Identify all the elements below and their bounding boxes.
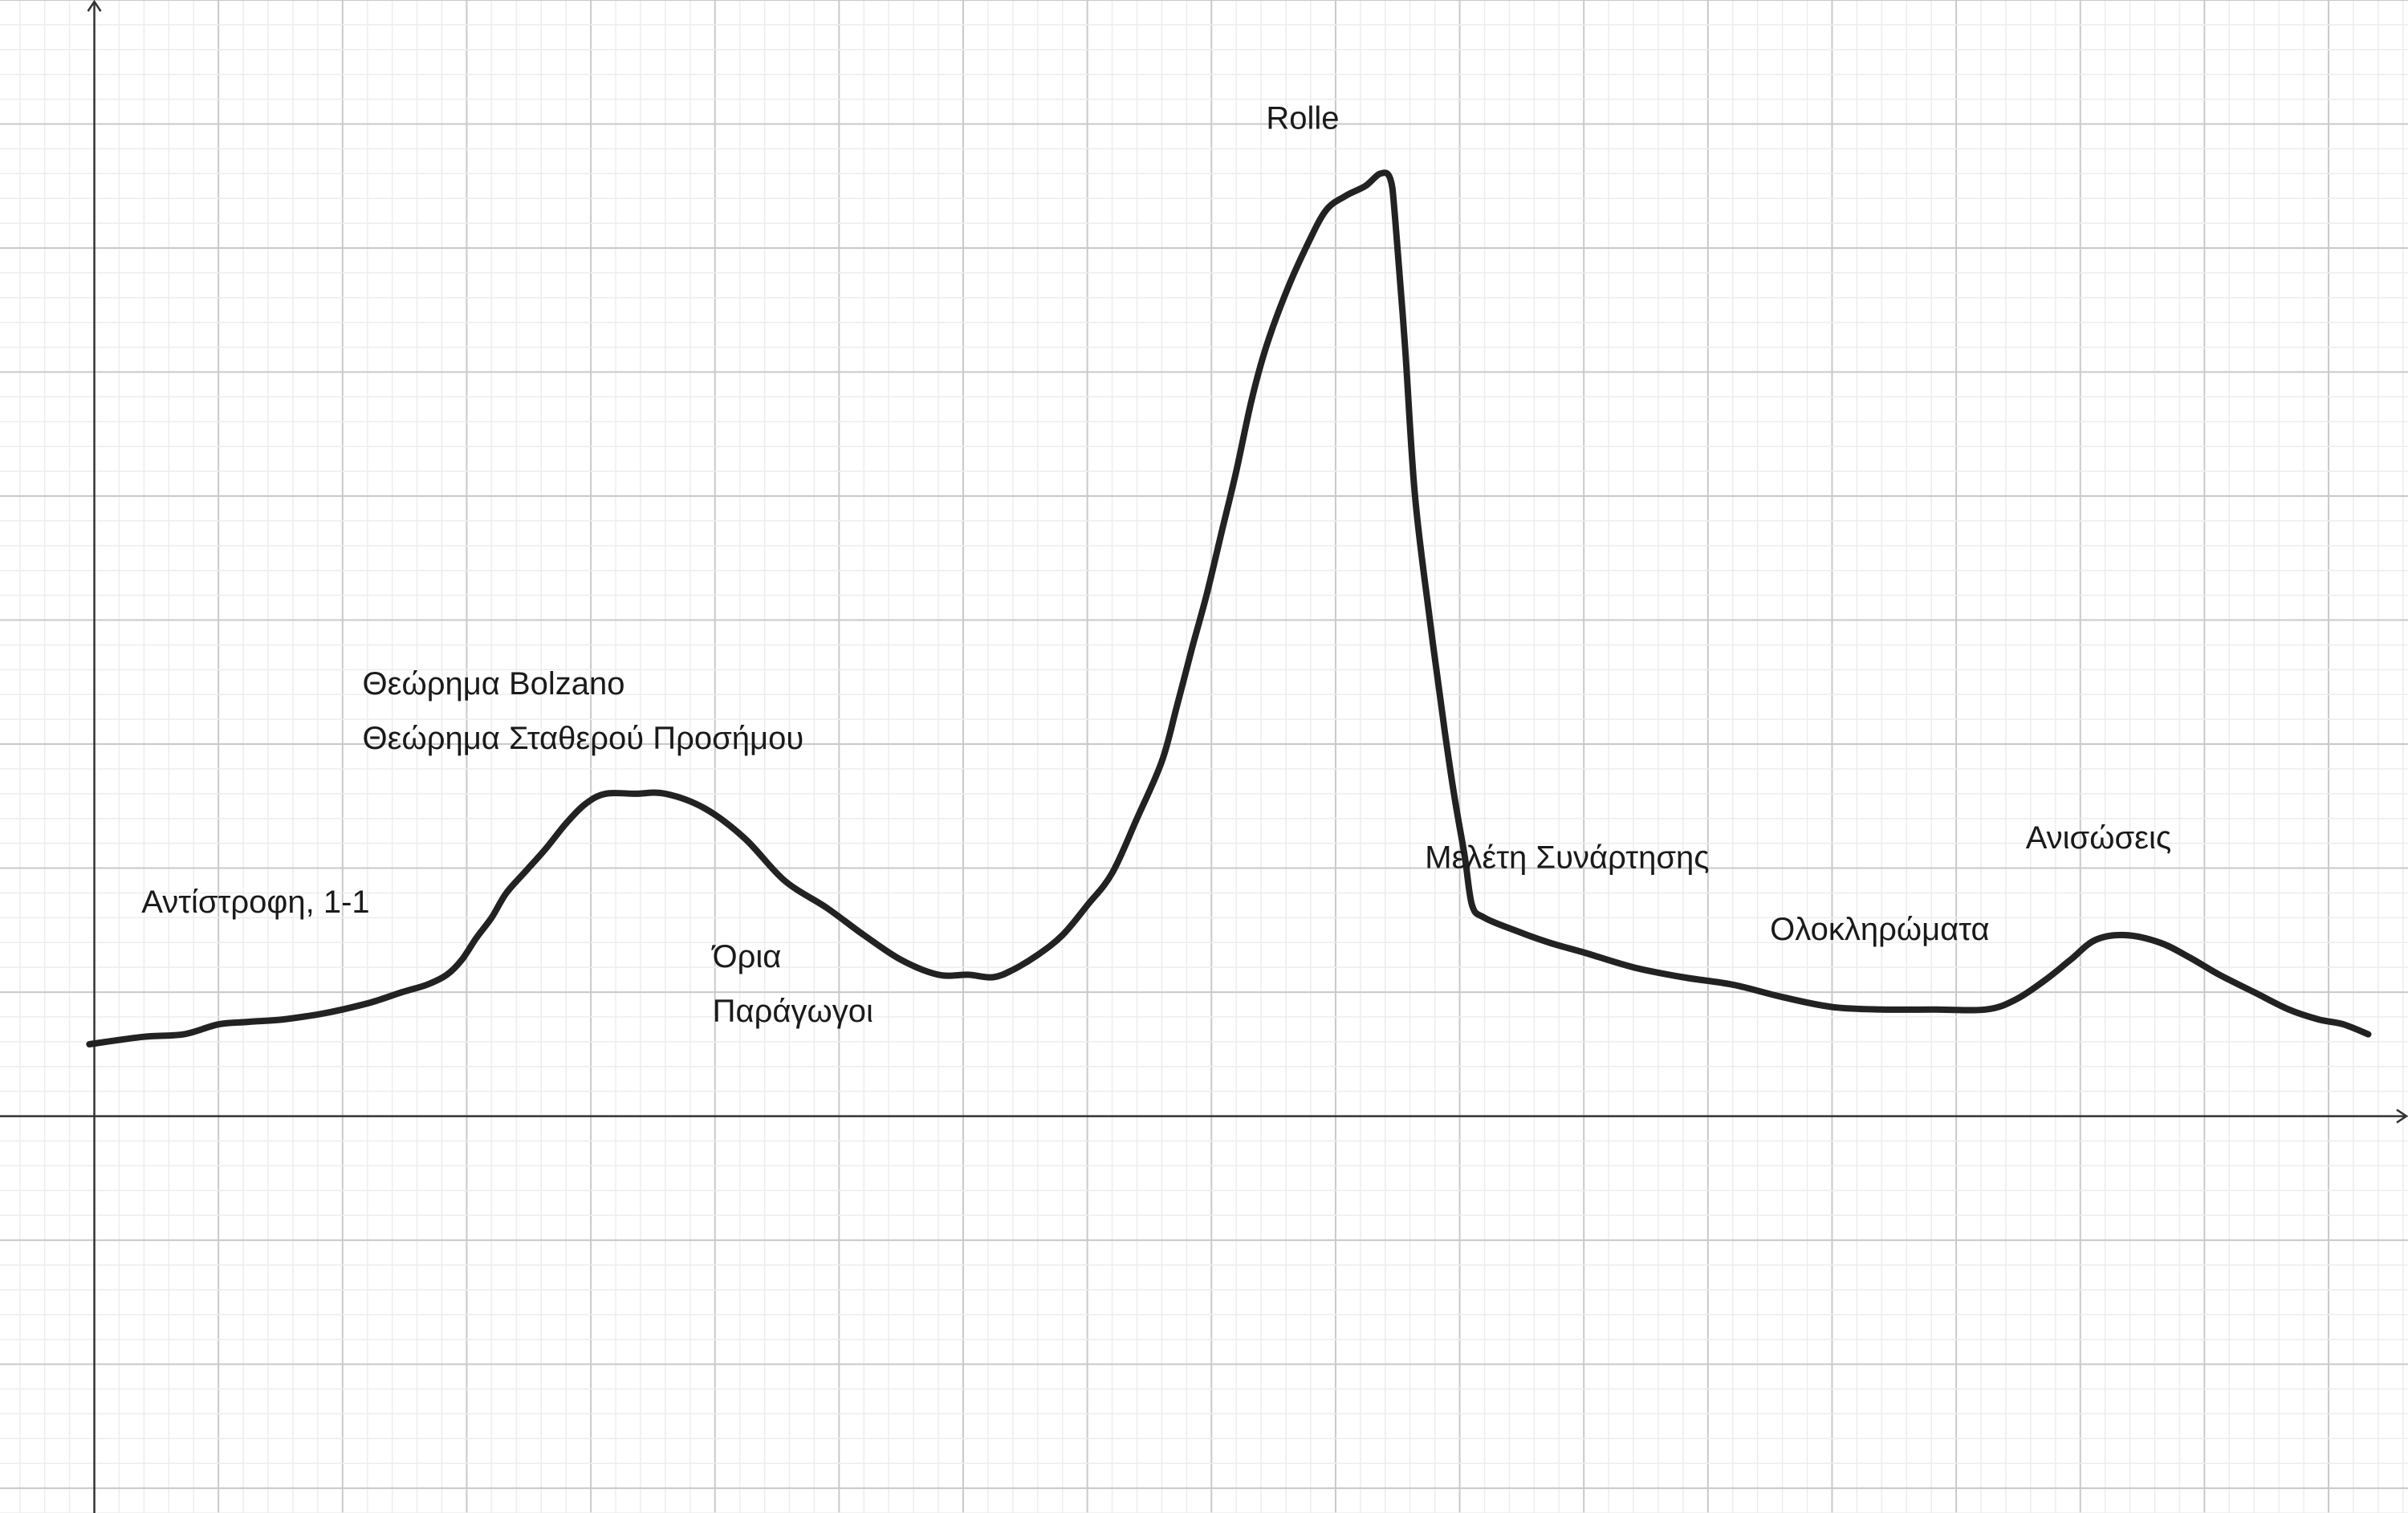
series-line-0 <box>86 169 2372 1047</box>
x-axis-arrow-icon <box>2396 1108 2408 1124</box>
y-axis-arrow-icon <box>87 0 102 12</box>
annotation-label: Αντίστροφη, 1-1 <box>141 885 369 920</box>
series-layer <box>86 169 2372 1047</box>
annotation-label: Ανισώσεις <box>2026 820 2171 856</box>
annotation-label: Rolle <box>1266 101 1339 136</box>
annotation-label: Όρια <box>711 939 782 974</box>
annotation-label: Ολοκληρώματα <box>1770 912 1990 947</box>
annotation-label: Μελέτη Συνάρτησης <box>1425 840 1709 876</box>
annotation-label: Θεώρημα Σταθερού Προσήμου <box>363 721 804 756</box>
annotations: Rolle Θεώρημα Bolzano Θεώρημα Σταθερού Προ… <box>141 101 2171 1029</box>
annotation-label: Παράγωγοι <box>713 994 873 1029</box>
annotation-label: Θεώρημα Bolzano <box>363 666 625 702</box>
